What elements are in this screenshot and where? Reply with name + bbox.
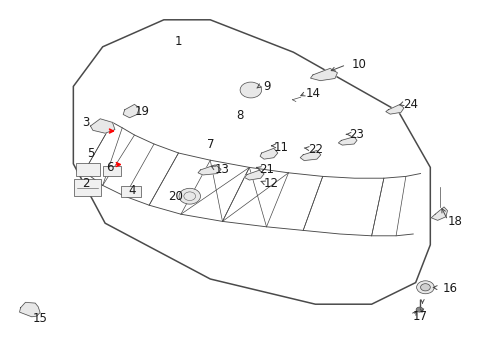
Polygon shape (123, 104, 139, 118)
Polygon shape (338, 137, 356, 145)
Polygon shape (260, 148, 277, 159)
Polygon shape (310, 68, 337, 81)
Text: 16: 16 (442, 282, 457, 294)
Text: 15: 15 (33, 312, 47, 325)
Polygon shape (244, 170, 264, 180)
Circle shape (179, 188, 200, 204)
Circle shape (415, 307, 422, 312)
Polygon shape (198, 165, 221, 175)
Polygon shape (90, 119, 115, 133)
Text: 22: 22 (307, 143, 322, 156)
Text: 11: 11 (273, 141, 288, 154)
Text: 14: 14 (305, 87, 320, 100)
Text: 24: 24 (403, 98, 417, 111)
Text: 4: 4 (128, 184, 136, 197)
Text: 5: 5 (86, 147, 94, 159)
FancyBboxPatch shape (74, 179, 101, 196)
FancyBboxPatch shape (76, 163, 100, 176)
Text: 12: 12 (264, 177, 278, 190)
Polygon shape (300, 150, 320, 161)
Text: 10: 10 (351, 58, 366, 71)
Text: 6: 6 (106, 161, 114, 174)
Text: 13: 13 (215, 163, 229, 176)
FancyBboxPatch shape (102, 166, 121, 176)
FancyBboxPatch shape (121, 186, 141, 197)
Polygon shape (430, 207, 447, 220)
Text: 8: 8 (235, 109, 243, 122)
Polygon shape (20, 302, 40, 317)
Text: 1: 1 (174, 35, 182, 48)
Text: 18: 18 (447, 215, 461, 228)
Circle shape (240, 82, 261, 98)
Text: 23: 23 (349, 129, 364, 141)
Text: 20: 20 (168, 190, 183, 203)
Circle shape (416, 281, 433, 294)
Text: 7: 7 (206, 138, 214, 150)
Circle shape (420, 284, 429, 291)
Text: 21: 21 (259, 163, 273, 176)
Text: 9: 9 (262, 80, 270, 93)
Text: 2: 2 (81, 177, 89, 190)
Text: 19: 19 (134, 105, 149, 118)
Polygon shape (385, 104, 403, 114)
Text: 17: 17 (412, 310, 427, 323)
Text: 3: 3 (81, 116, 89, 129)
